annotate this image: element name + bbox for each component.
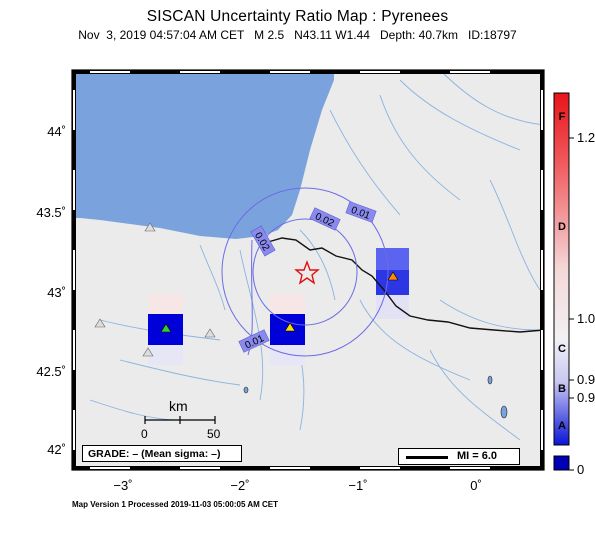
colorbar-gradient [553, 92, 570, 446]
colorbar-letter-d: D [558, 221, 566, 233]
station-gray-3 [204, 328, 216, 338]
scale-bar-tick-50: 50 [207, 427, 221, 441]
lat-label-42: 42˚ [47, 442, 66, 457]
station-gray-1 [144, 222, 156, 232]
mi-legend-line [406, 456, 448, 459]
scale-bar-tick-0: 0 [141, 427, 148, 441]
station-green [160, 323, 172, 333]
colorbar-ticks [569, 137, 574, 471]
map-title: SISCAN Uncertainty Ratio Map : Pyrenees [146, 8, 449, 25]
frame-ticks-white [73, 71, 543, 469]
colorbar-letter-c: C [558, 343, 566, 355]
colorbar-nodata [553, 455, 570, 471]
map-subtitle: Nov 3, 2019 04:57:04 AM CET M 2.5 N43.11… [78, 28, 517, 42]
station-gray-4 [142, 347, 154, 357]
lat-label-44: 44˚ [47, 124, 66, 139]
colorbar-value-2: 1.0 [577, 311, 595, 326]
footer-processed: Map Version 1 Processed 2019-11-03 05:00… [72, 500, 279, 509]
colorbar-value-3: 0.9 [577, 372, 595, 387]
lon-label-minus3: −3˚ [113, 478, 133, 493]
scale-bar [144, 416, 216, 424]
colorbar-value-4: 0.9 [577, 390, 595, 405]
mi-legend-text: MI = 6.0 [457, 450, 498, 462]
colorbar-letter-b: B [558, 383, 566, 395]
colorbar-letter-a: A [558, 420, 566, 432]
station-yellow [284, 322, 296, 332]
lat-label-43: 43˚ [47, 285, 66, 300]
lat-label-43-5: 43.5˚ [36, 205, 66, 220]
scale-bar-title: km [169, 398, 188, 414]
grade-box: GRADE: – (Mean sigma: –) [82, 445, 242, 462]
mi-legend: MI = 6.0 [398, 448, 520, 465]
lon-label-minus1: −1˚ [348, 478, 368, 493]
colorbar-value-1: 1.2 [577, 130, 595, 145]
stations [94, 222, 399, 357]
country-border [261, 237, 545, 333]
station-gray-2 [94, 318, 106, 328]
station-orange [387, 271, 399, 281]
lon-label-minus2: −2˚ [230, 478, 250, 493]
colorbar-letter-f: F [558, 111, 566, 123]
colorbar-value-5: 0 [577, 462, 585, 477]
lon-label-0: 0˚ [470, 478, 482, 493]
epicenter-star [294, 260, 320, 285]
lat-label-42-5: 42.5˚ [36, 364, 66, 379]
